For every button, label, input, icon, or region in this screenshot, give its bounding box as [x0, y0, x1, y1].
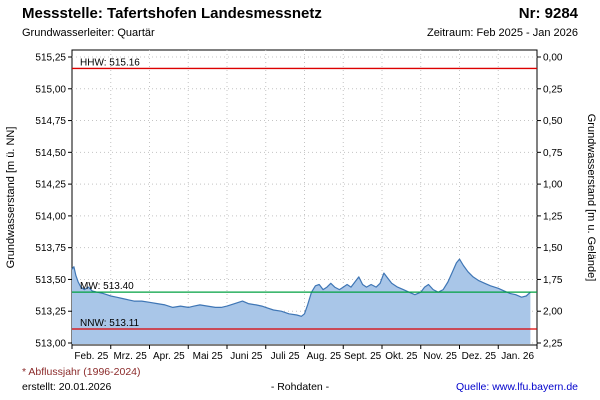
x-tick-label: Dez. 25: [462, 351, 497, 362]
x-tick-label: Apr. 25: [153, 351, 185, 362]
y-tick-label-right: 2,00: [543, 307, 563, 318]
plot-area: [71, 49, 538, 346]
groundwater-line: [71, 258, 531, 317]
y-tick-label-right: 2,25: [543, 339, 563, 350]
y-tick-label-right: 1,25: [543, 211, 563, 222]
y-tick-label-left: 513,00: [35, 339, 66, 350]
x-tick-label: Nov. 25: [423, 351, 457, 362]
station-number: Nr: 9284: [518, 5, 578, 22]
footer-row: erstellt: 20.01.2026 - Rohdaten - Quelle…: [22, 381, 578, 395]
header-sub-row: Grundwasserleiter: Quartär Zeitraum: Feb…: [22, 27, 578, 39]
nnw-label: NNW: 513.11: [80, 318, 140, 329]
y-tick-label-left: 513,75: [35, 243, 66, 254]
y-tick-label-right: 1,75: [543, 275, 563, 286]
x-tick-label: Mai 25: [193, 351, 223, 362]
y-tick-label-right: 1,00: [543, 180, 563, 191]
mw-label: MW: 513.40: [80, 281, 134, 292]
y-axis-title-left: Grundwasserstand [m ü. NN]: [5, 127, 17, 269]
x-tick-label: Sept. 25: [344, 351, 382, 362]
hhw-label: HHW: 515.16: [80, 57, 140, 68]
x-tick-label: Juli 25: [271, 351, 300, 362]
y-tick-label-left: 514,25: [35, 180, 66, 191]
footnote-abflussjahr: * Abflussjahr (1996-2024): [22, 366, 141, 378]
y-tick-label-left: 514,50: [35, 148, 66, 159]
y-tick-label-right: 0,00: [543, 53, 563, 64]
y-tick-label-left: 515,25: [35, 53, 66, 64]
y-tick-label-left: 514,75: [35, 116, 66, 127]
x-tick-label: Mrz. 25: [113, 351, 147, 362]
station-title: Messstelle: Tafertshofen Landesmessnetz: [22, 5, 322, 22]
source-link[interactable]: Quelle: www.lfu.bayern.de: [456, 381, 578, 393]
y-tick-label-left: 513,25: [35, 307, 66, 318]
x-tick-label: Aug. 25: [307, 351, 342, 362]
header-title-row: Messstelle: Tafertshofen Landesmessnetz …: [22, 5, 578, 22]
y-tick-label-right: 0,75: [543, 148, 563, 159]
groundwater-area: [72, 259, 531, 344]
x-tick-label: Jan. 26: [501, 351, 534, 362]
y-tick-label-right: 0,25: [543, 84, 563, 95]
x-tick-label: Juni 25: [230, 351, 263, 362]
y-tick-label-right: 0,50: [543, 116, 563, 127]
y-axis-title-right: Grundwasserstand [m u. Gelände]: [585, 114, 597, 282]
x-tick-label: Feb. 25: [74, 351, 108, 362]
x-tick-label: Okt. 25: [385, 351, 418, 362]
y-tick-label-right: 1,50: [543, 243, 563, 254]
period-label: Zeitraum: Feb 2025 - Jan 2026: [426, 27, 578, 39]
created-date: erstellt: 20.01.2026: [22, 381, 112, 393]
y-tick-label-left: 515,00: [35, 84, 66, 95]
y-tick-label-left: 514,00: [35, 211, 66, 222]
data-type-label: - Rohdaten -: [270, 381, 330, 393]
aquifer-label: Grundwasserleiter: Quartär: [22, 27, 155, 39]
y-tick-label-left: 513,50: [35, 275, 66, 286]
